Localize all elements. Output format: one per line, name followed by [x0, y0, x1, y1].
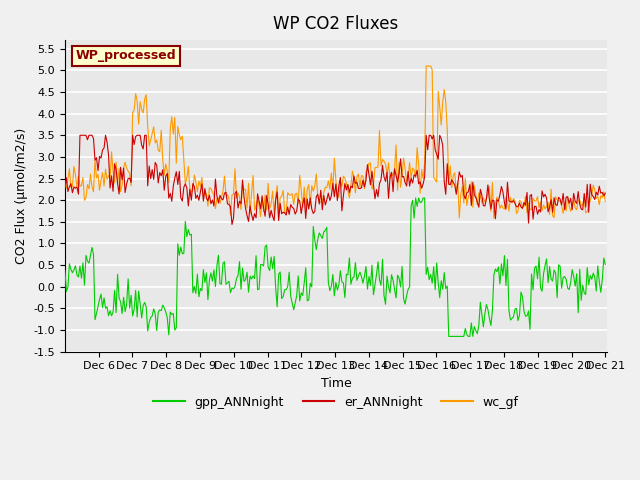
er_ANNnight [76, 132, 84, 138]
wc_gf [240, 187, 248, 192]
wc_gf [490, 216, 498, 221]
gpp_ANNnight [222, 281, 230, 287]
Y-axis label: CO2 Flux (μmol/m2/s): CO2 Flux (μmol/m2/s) [15, 128, 28, 264]
Legend: gpp_ANNnight, er_ANNnight, wc_gf: gpp_ANNnight, er_ANNnight, wc_gf [148, 391, 524, 414]
gpp_ANNnight [602, 262, 609, 267]
er_ANNnight [223, 201, 231, 207]
wc_gf [602, 198, 609, 204]
er_ANNnight [61, 184, 68, 190]
er_ANNnight [228, 222, 236, 228]
wc_gf [574, 197, 582, 203]
Line: wc_gf: wc_gf [65, 66, 605, 218]
gpp_ANNnight [445, 334, 452, 339]
gpp_ANNnight [412, 195, 419, 201]
er_ANNnight [243, 213, 251, 218]
wc_gf [298, 187, 305, 193]
wc_gf [249, 173, 257, 179]
gpp_ANNnight [240, 278, 248, 284]
er_ANNnight [129, 132, 136, 138]
wc_gf [422, 63, 430, 69]
Line: gpp_ANNnight: gpp_ANNnight [65, 198, 605, 336]
er_ANNnight [252, 215, 260, 221]
wc_gf [127, 183, 135, 189]
wc_gf [61, 179, 68, 185]
gpp_ANNnight [298, 290, 305, 296]
wc_gf [222, 192, 230, 198]
X-axis label: Time: Time [321, 377, 351, 390]
gpp_ANNnight [249, 273, 257, 279]
er_ANNnight [574, 189, 582, 194]
er_ANNnight [602, 191, 609, 196]
Line: er_ANNnight: er_ANNnight [65, 135, 605, 225]
gpp_ANNnight [127, 292, 135, 298]
er_ANNnight [300, 195, 308, 201]
Text: WP_processed: WP_processed [76, 49, 177, 62]
gpp_ANNnight [574, 310, 582, 316]
gpp_ANNnight [61, 267, 68, 273]
Title: WP CO2 Fluxes: WP CO2 Fluxes [273, 15, 399, 33]
